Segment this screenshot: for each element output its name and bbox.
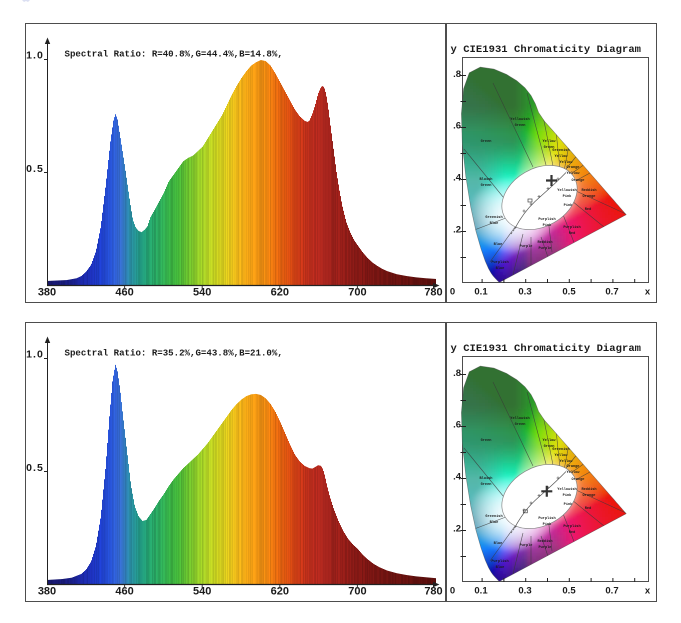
svg-text:0: 0 <box>450 586 455 597</box>
svg-text:0.1: 0.1 <box>474 586 488 597</box>
svg-text:Spectral Ratio: R=35.2%,G=43.: Spectral Ratio: R=35.2%,G=43.8%,B=21.0%, <box>65 348 283 359</box>
svg-text:.2: .2 <box>453 524 461 535</box>
svg-text:.8: .8 <box>453 69 461 80</box>
svg-text:x: x <box>645 287 651 298</box>
svg-text:460: 460 <box>115 586 133 598</box>
svg-text:540: 540 <box>193 287 211 299</box>
svg-text:0.7: 0.7 <box>605 287 618 298</box>
svg-text:.6: .6 <box>453 121 461 132</box>
svg-text:380: 380 <box>38 287 56 299</box>
svg-text:y CIE1931 Chromaticity Diagra: y CIE1931 Chromaticity Diagram <box>451 44 642 56</box>
svg-text:780: 780 <box>424 586 442 598</box>
svg-text:620: 620 <box>271 287 289 299</box>
svg-text:0.5: 0.5 <box>562 586 576 597</box>
svg-text:x: x <box>645 586 651 597</box>
svg-text:.2: .2 <box>453 225 461 236</box>
svg-text:0.5: 0.5 <box>562 287 576 298</box>
svg-text:Spectral Ratio: R=40.8%,G=44.: Spectral Ratio: R=40.8%,G=44.4%,B=14.8%, <box>65 49 283 60</box>
svg-text:0.3: 0.3 <box>518 586 531 597</box>
svg-text:0.1: 0.1 <box>474 287 488 298</box>
svg-text:.8: .8 <box>453 368 461 379</box>
svg-text:y CIE1931 Chromaticity Diagra: y CIE1931 Chromaticity Diagram <box>451 343 642 355</box>
svg-text:.6: .6 <box>453 420 461 431</box>
svg-text:540: 540 <box>193 586 211 598</box>
svg-text:700: 700 <box>348 586 366 598</box>
svg-text:620: 620 <box>271 586 289 598</box>
svg-text:0.3: 0.3 <box>518 287 531 298</box>
svg-text:0: 0 <box>450 287 455 298</box>
svg-text:780: 780 <box>424 287 442 299</box>
svg-text:1.0: 1.0 <box>26 50 44 62</box>
svg-text:460: 460 <box>115 287 133 299</box>
svg-text:.4: .4 <box>453 173 462 184</box>
svg-text:0.5: 0.5 <box>26 462 44 474</box>
svg-text:700: 700 <box>348 287 366 299</box>
svg-text:1.0: 1.0 <box>26 349 44 361</box>
svg-text:380: 380 <box>38 586 56 598</box>
svg-text:0.7: 0.7 <box>605 586 618 597</box>
svg-text:0.5: 0.5 <box>26 163 44 175</box>
svg-text:.4: .4 <box>453 472 462 483</box>
